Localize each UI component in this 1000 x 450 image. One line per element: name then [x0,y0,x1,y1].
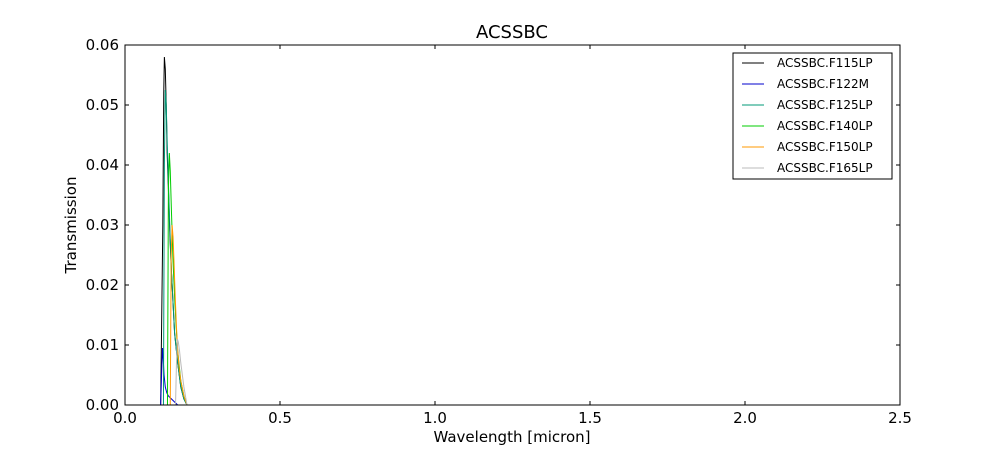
legend-label-2: ACSSBC.F122M [777,77,869,91]
y-axis-label: Transmission [62,177,80,275]
y-tick-label: 0.01 [86,336,119,354]
x-tick-label: 0.5 [268,409,292,427]
series-line-6 [175,338,188,406]
series-line-2 [160,347,179,406]
legend-label-4: ACSSBC.F140LP [777,119,873,133]
legend-box [732,52,893,180]
y-tick-label: 0.03 [86,216,119,234]
y-tick-label: 0.05 [86,96,119,114]
legend-label-6: ACSSBC.F165LP [777,161,873,175]
y-tick-label: 0.04 [86,156,119,174]
x-tick-label: 1.0 [423,409,447,427]
x-axis-label: Wavelength [micron] [433,428,590,446]
x-tick-label: 2.5 [888,409,912,427]
series-layer [160,56,188,406]
y-tick-label: 0.02 [86,276,119,294]
series-line-5 [169,224,188,406]
y-tick-label: 0.06 [86,36,119,54]
legend-entries: ACSSBC.F115LP ACSSBC.F122M ACSSBC.F125LP AC… [742,56,873,175]
x-tick-label: 1.5 [578,409,602,427]
y-tick-label: 0.00 [86,396,119,414]
ticks-layer: 0.0 0.5 1.0 1.5 2.0 2.5 0.00 0.01 0.02 0.03 0.04 0.… [86,36,912,427]
legend: ACSSBC.F115LP ACSSBC.F122M ACSSBC.F125LP AC… [732,52,893,180]
series-line-3 [162,89,188,406]
x-tick-label: 2.0 [733,409,757,427]
legend-label-1: ACSSBC.F115LP [777,56,873,70]
legend-label-3: ACSSBC.F125LP [777,98,873,112]
legend-label-5: ACSSBC.F150LP [777,140,873,154]
x-tick-label: 0.0 [113,409,137,427]
chart-title: ACSSBC [476,22,548,43]
